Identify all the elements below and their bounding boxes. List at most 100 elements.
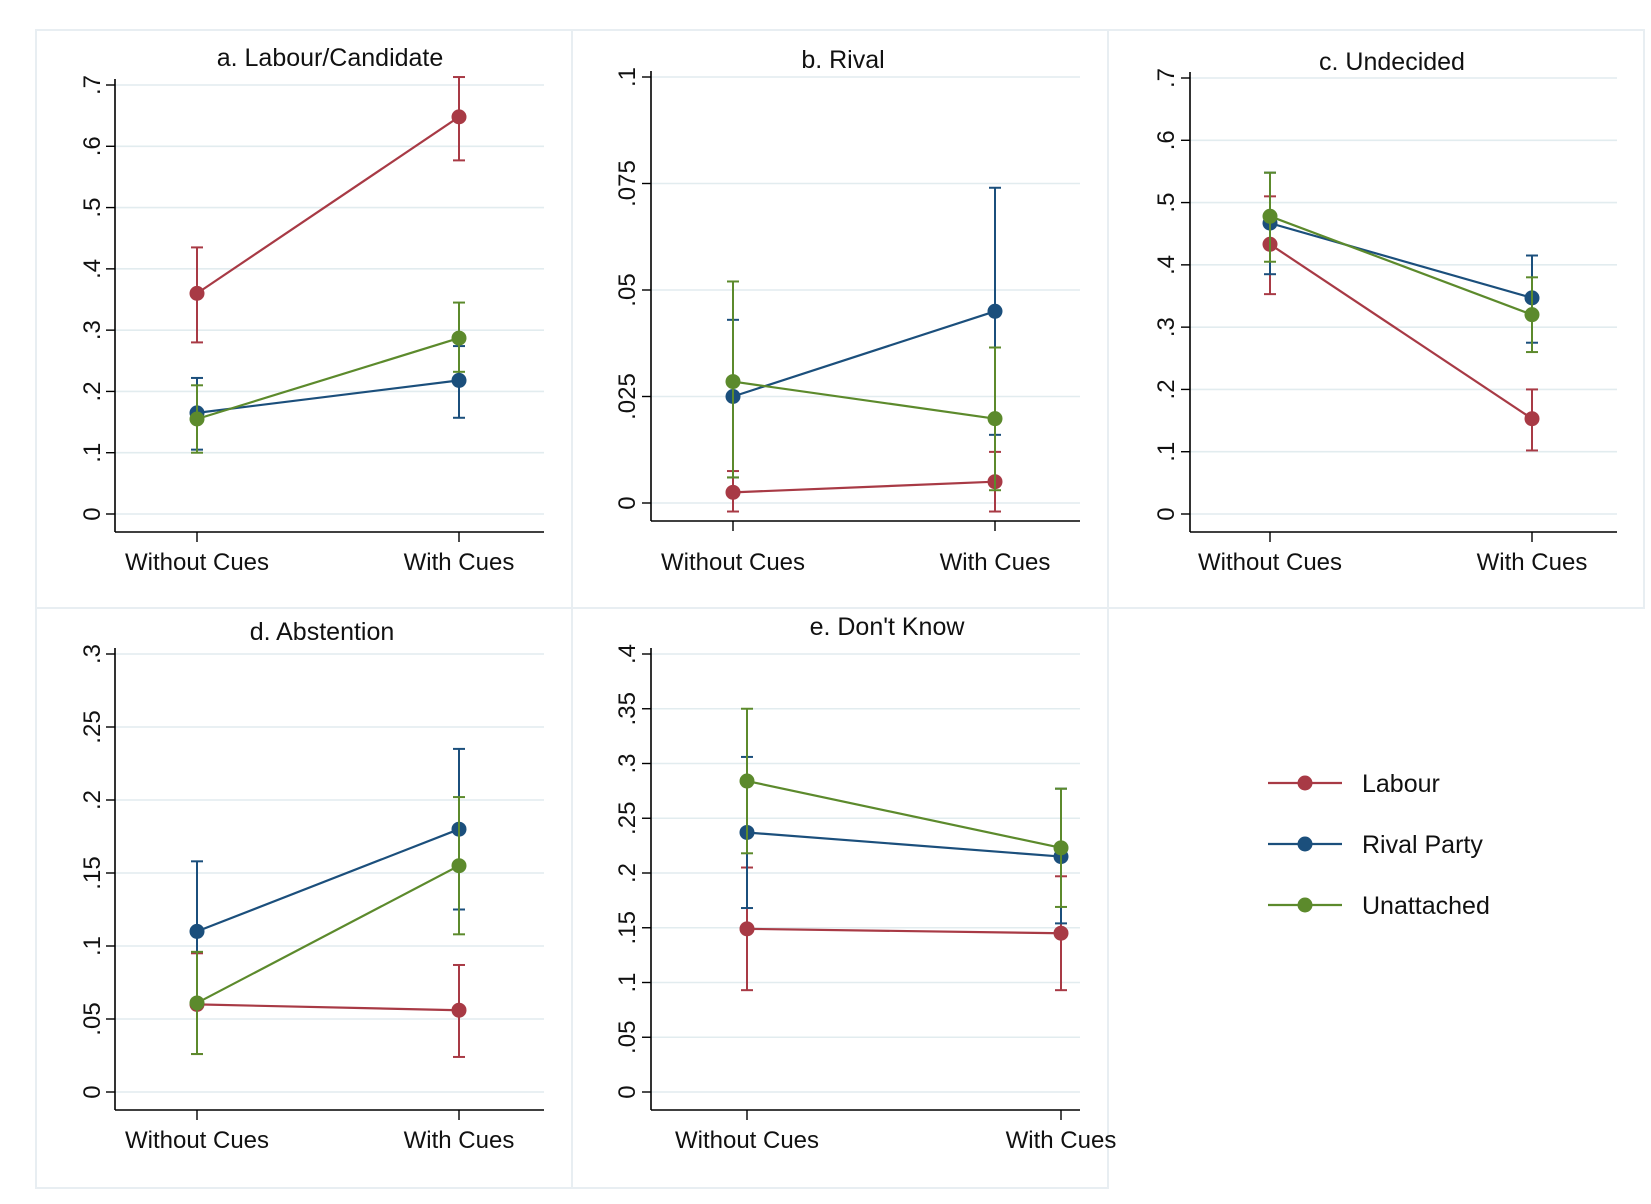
panel-c-undecided: 0 .1 .2 .3 .4 .5 .6 .7 Without Cues With Cues c. U… [1107, 29, 1645, 609]
y-tick-label: .1 [79, 936, 106, 956]
y-tick-label: .2 [79, 790, 106, 810]
y-tick-label: .35 [614, 692, 641, 725]
y-tick-label: .025 [614, 373, 641, 420]
y-tick-label: .7 [79, 75, 106, 95]
series-line [1269, 222, 1533, 299]
legend: Labour Rival Party Unattached [1268, 770, 1490, 920]
data-point [451, 372, 467, 388]
series-line [196, 379, 460, 414]
series-line [196, 1003, 460, 1012]
y-tick-label: .1 [614, 972, 641, 992]
y-tick-label: 0 [614, 1085, 641, 1098]
series-unattached [1262, 171, 1540, 354]
series-labour [189, 76, 467, 344]
series-line [196, 864, 460, 1004]
y-tick-label: .6 [1153, 130, 1180, 150]
panel-e-don-t-know: 0 .05 .1 .15 .2 .25 .3 .35 .4 Without Cues With Cu… [571, 607, 1116, 1189]
series-line [196, 337, 460, 421]
y-tick-label: .2 [614, 863, 641, 883]
y-tick-label: .2 [79, 381, 106, 401]
y-tick-label: .3 [1153, 317, 1180, 337]
data-point [1053, 840, 1069, 856]
panel-d-abstention: 0 .05 .1 .15 .2 .25 .3 Without Cues With Cues d. … [35, 607, 573, 1189]
y-tick-label: .05 [79, 1002, 106, 1035]
legend-item-unattached: Unattached [1268, 892, 1490, 920]
panel-background [1107, 29, 1645, 609]
series-unattached [739, 707, 1069, 908]
legend-marker [1297, 897, 1313, 913]
y-tick-label: .5 [79, 198, 106, 218]
series-unattached [189, 301, 467, 454]
series-line [746, 779, 1062, 849]
y-tick-label: .2 [1153, 379, 1180, 399]
data-point [189, 995, 205, 1011]
y-tick-label: .4 [79, 259, 106, 279]
x-tick-label: With Cues [1477, 549, 1588, 576]
y-tick-label: .5 [1153, 193, 1180, 213]
x-tick-label: Without Cues [661, 549, 805, 576]
legend-label: Labour [1362, 770, 1440, 798]
y-tick-label: .4 [1153, 255, 1180, 275]
series-line [196, 828, 460, 933]
series-line [196, 115, 460, 295]
data-point [189, 923, 205, 939]
legend-item-rival: Rival Party [1268, 831, 1483, 859]
legend-label: Rival Party [1362, 831, 1483, 859]
panel-a-labour-candidate: 0 .1 .2 .3 .4 .5 .6 .7 Without Cues With Cues a. L… [35, 29, 573, 609]
y-tick-label: .1 [1153, 442, 1180, 462]
legend-item-labour: Labour [1268, 770, 1440, 798]
panel-background [35, 29, 573, 609]
y-tick-label: .4 [614, 644, 641, 664]
y-tick-label: 0 [79, 507, 106, 520]
y-tick-label: .075 [614, 160, 641, 207]
legend-marker [1297, 775, 1313, 791]
y-tick-label: 0 [614, 496, 641, 509]
series-line [746, 831, 1062, 858]
y-tick-label: .15 [79, 856, 106, 889]
data-point [1053, 925, 1069, 941]
series-line [1269, 215, 1533, 316]
panel-title: a. Labour/Candidate [217, 44, 444, 72]
y-tick-label: .05 [614, 1021, 641, 1054]
panel-title: c. Undecided [1319, 48, 1465, 76]
y-tick-label: .6 [79, 136, 106, 156]
data-point [451, 858, 467, 874]
y-tick-label: .05 [614, 273, 641, 306]
x-tick-label: Without Cues [125, 1127, 269, 1154]
panel-title: e. Don't Know [810, 613, 966, 641]
y-tick-label: .25 [614, 802, 641, 835]
legend-label: Unattached [1362, 892, 1490, 920]
y-tick-label: 0 [79, 1085, 106, 1098]
data-point [189, 411, 205, 427]
y-tick-label: .3 [79, 644, 106, 664]
data-point [739, 921, 755, 937]
series-line [746, 927, 1062, 935]
y-tick-label: .3 [614, 753, 641, 773]
series-line [732, 310, 996, 398]
data-point [987, 303, 1003, 319]
data-point [1524, 411, 1540, 427]
data-point [725, 484, 741, 500]
y-tick-label: .1 [614, 67, 641, 87]
panel-background [35, 607, 573, 1189]
y-tick-label: .7 [1153, 68, 1180, 88]
y-tick-label: .25 [79, 710, 106, 743]
panel-background [571, 607, 1109, 1189]
x-tick-label: Without Cues [675, 1127, 819, 1154]
data-point [1262, 208, 1278, 224]
series-line [732, 380, 996, 420]
series-line [732, 480, 996, 494]
series-unattached [725, 280, 1003, 492]
y-tick-label: .15 [614, 911, 641, 944]
data-point [739, 773, 755, 789]
x-tick-label: Without Cues [125, 549, 269, 576]
x-tick-label: With Cues [404, 1127, 515, 1154]
series-line [1269, 243, 1533, 420]
y-tick-label: 0 [1153, 507, 1180, 520]
x-tick-label: Without Cues [1198, 549, 1342, 576]
x-tick-label: With Cues [404, 549, 515, 576]
series-unattached [189, 796, 467, 1056]
legend-marker [1297, 836, 1313, 852]
y-tick-label: .3 [79, 320, 106, 340]
